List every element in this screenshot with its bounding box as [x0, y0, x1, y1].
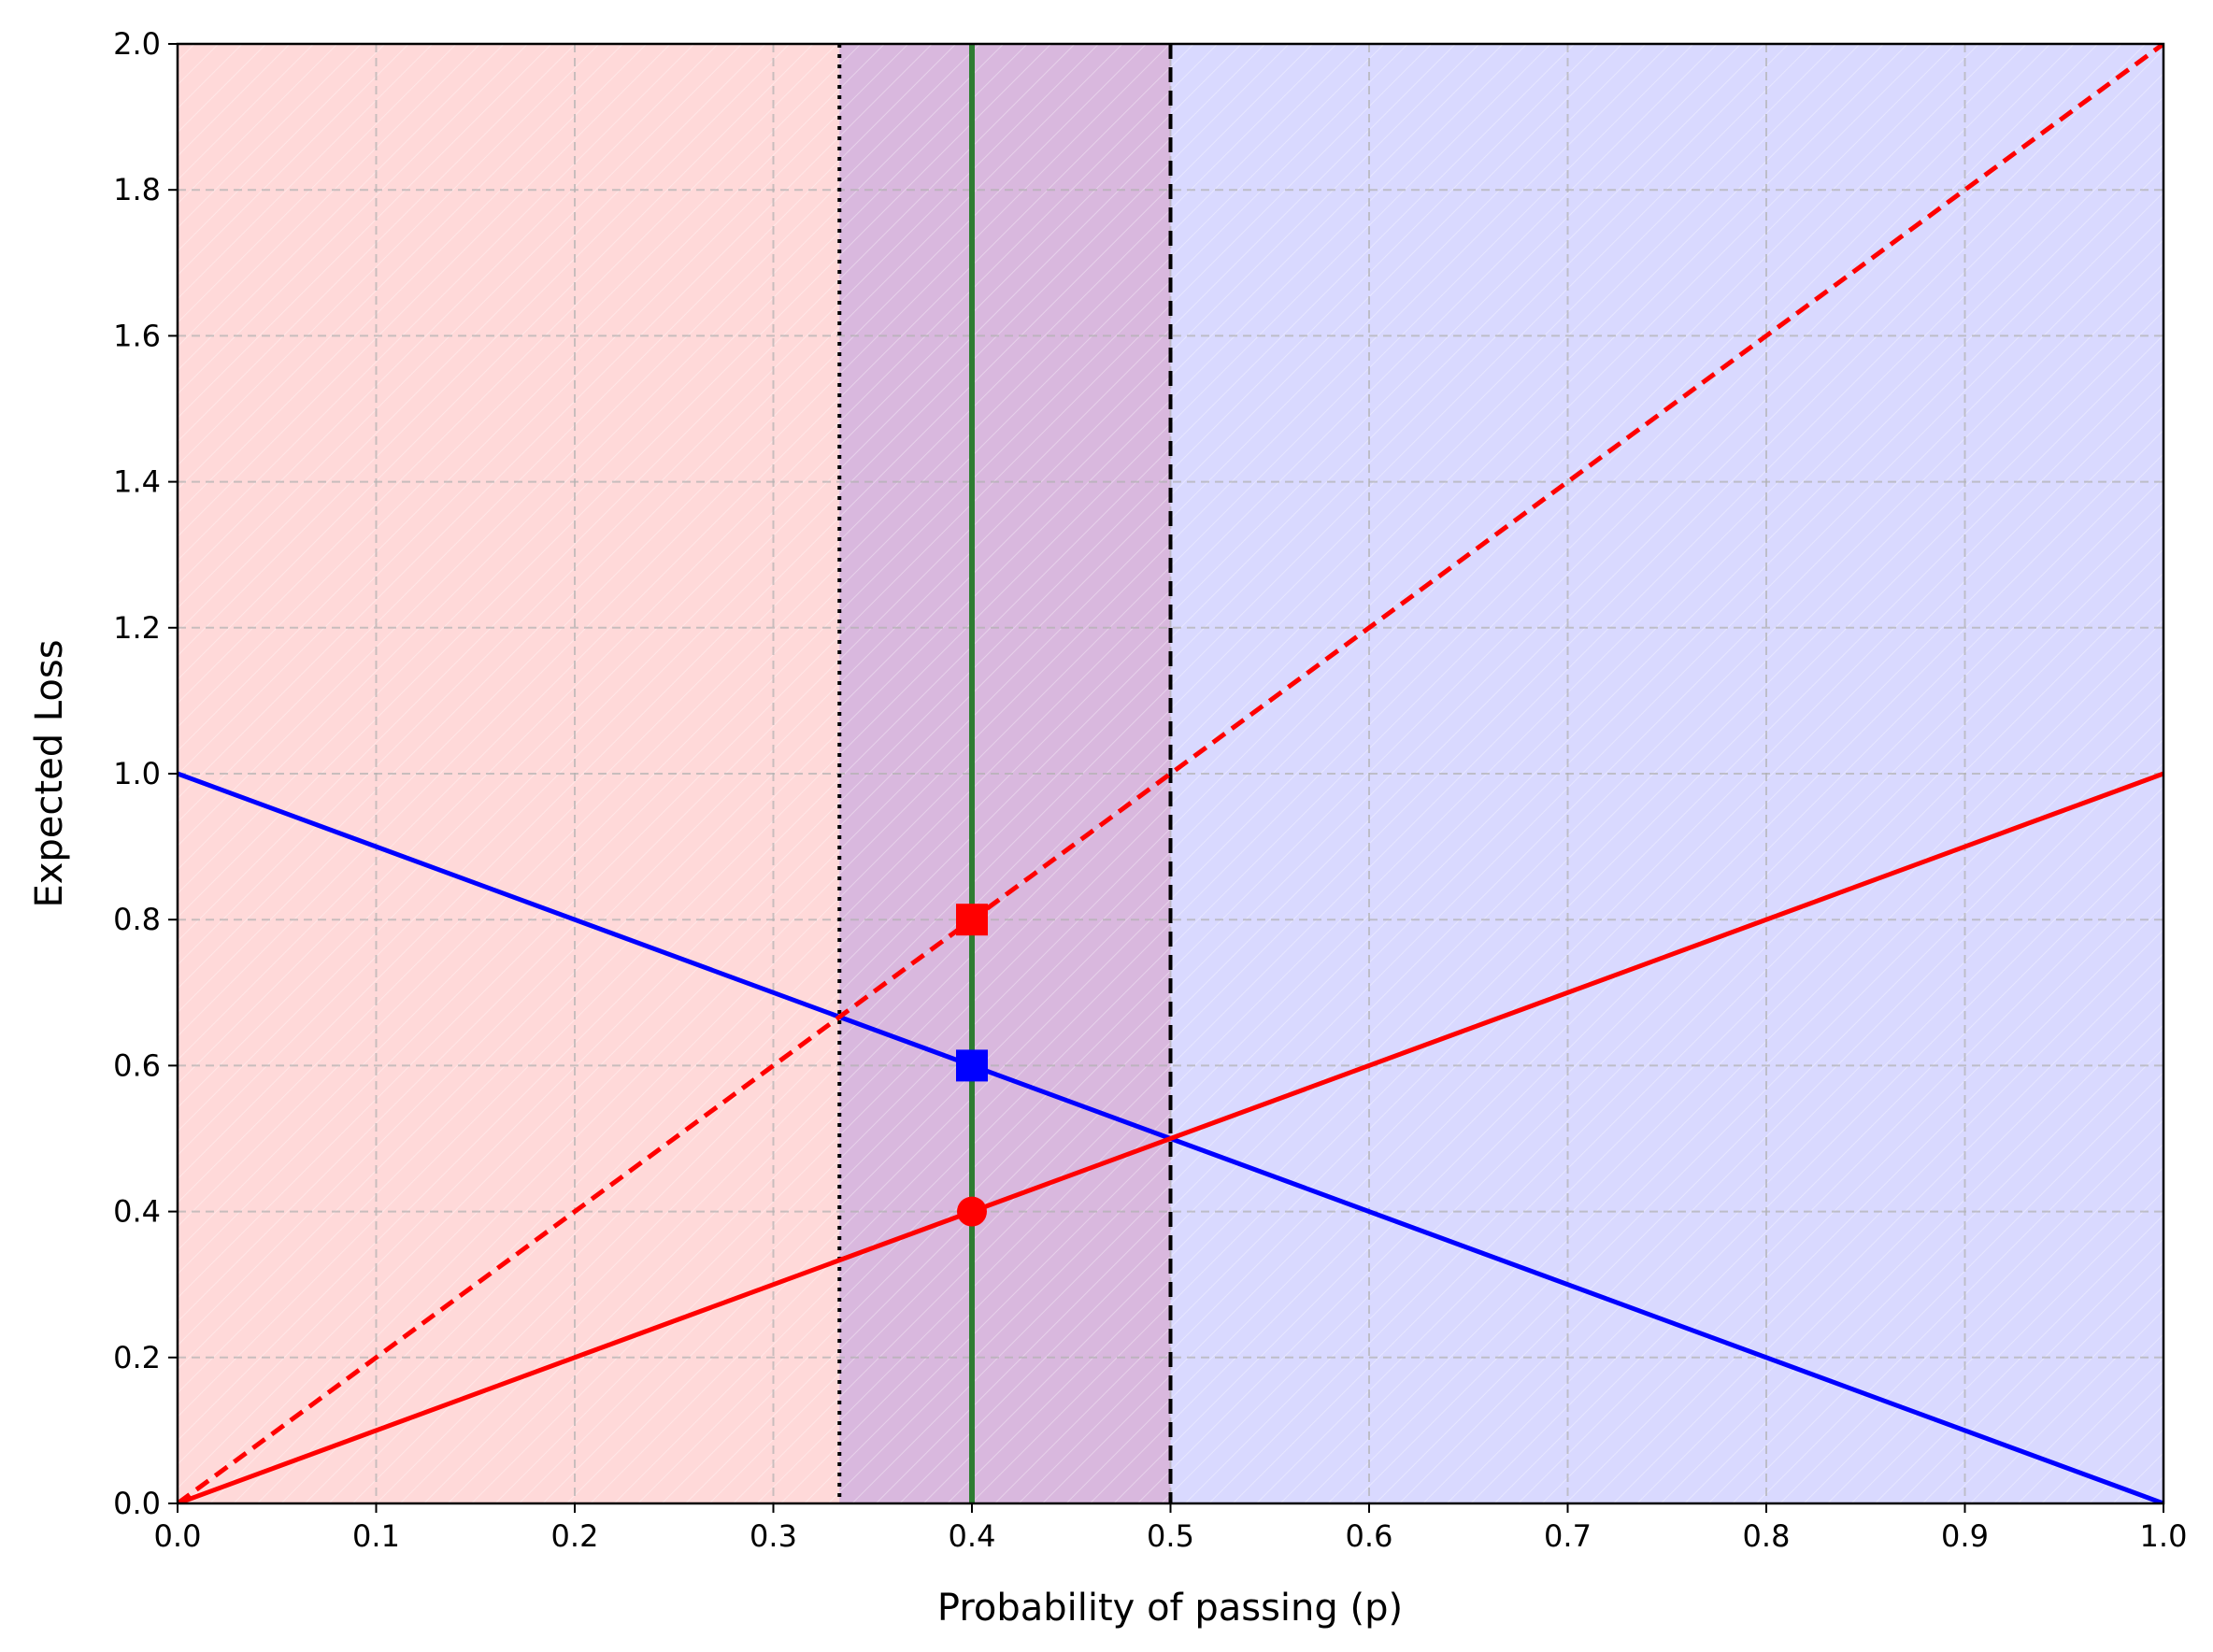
marker-1 [956, 1049, 988, 1082]
y-tick-label: 0.6 [113, 1047, 161, 1083]
series [178, 44, 2163, 1503]
series-line-2 [178, 44, 2163, 1503]
x-tick-label: 0.3 [750, 1518, 797, 1554]
x-axis-ticks: 0.0 0.1 0.2 0.3 0.4 0.5 0.6 0.7 0.8 0.9 1.0 [154, 1503, 2188, 1554]
y-tick-label: 2.0 [113, 26, 161, 62]
y-tick-label: 1.2 [113, 610, 161, 646]
y-tick-label: 1.8 [113, 172, 161, 207]
x-tick-label: 0.9 [1941, 1518, 1989, 1554]
y-tick-label: 0.4 [113, 1194, 161, 1230]
marker-0 [956, 904, 988, 936]
grid [178, 44, 2163, 1503]
y-tick-label: 0.0 [113, 1486, 161, 1521]
y-tick-label: 0.2 [113, 1340, 161, 1375]
x-tick-label: 0.0 [154, 1518, 202, 1554]
series-line-1 [178, 771, 2163, 1503]
x-tick-label: 0.6 [1346, 1518, 1393, 1554]
y-axis-ticks: 0.0 0.2 0.4 0.6 0.8 1.0 1.2 1.4 1.6 1.8 2.0 [113, 26, 178, 1521]
x-tick-label: 0.7 [1544, 1518, 1592, 1554]
y-tick-label: 0.8 [113, 902, 161, 937]
y-tick-label: 1.4 [113, 464, 161, 500]
y-axis-label: Expected Loss [28, 639, 71, 907]
x-tick-label: 0.2 [551, 1518, 599, 1554]
markers [956, 904, 988, 1227]
x-tick-label: 0.8 [1743, 1518, 1791, 1554]
x-tick-label: 0.1 [352, 1518, 400, 1554]
y-tick-label: 1.6 [113, 318, 161, 353]
x-axis-label: Probability of passing (p) [937, 1587, 1403, 1630]
marker-2 [957, 1196, 987, 1227]
y-tick-label: 1.0 [113, 756, 161, 791]
x-tick-label: 1.0 [2140, 1518, 2188, 1554]
x-tick-label: 0.5 [1147, 1518, 1194, 1554]
x-tick-label: 0.4 [949, 1518, 996, 1554]
